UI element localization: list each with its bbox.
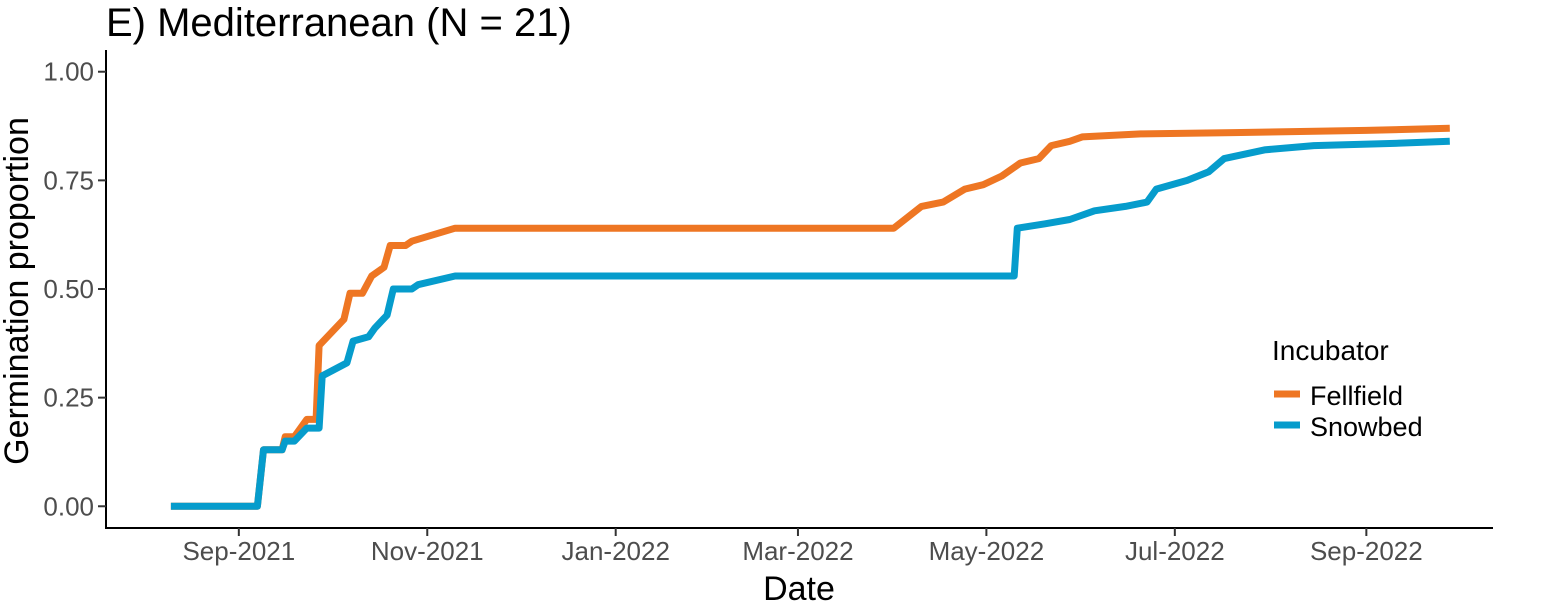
x-tick-label: Sep-2022 — [1310, 536, 1423, 566]
y-tick-label: 0.50 — [43, 274, 94, 304]
y-axis-title: Germination proportion — [0, 117, 36, 465]
legend-label-fellfield: Fellfield — [1310, 381, 1403, 411]
x-tick-label: Jul-2022 — [1125, 536, 1225, 566]
x-tick-label: Mar-2022 — [742, 536, 853, 566]
legend-label-snowbed: Snowbed — [1310, 412, 1423, 442]
series-line-snowbed — [170, 137, 1450, 510]
plot-area: 0.00 0.25 0.50 0.75 1.00 Sep-2021 Nov-2021 Jan… — [43, 50, 1493, 566]
y-tick-label: 0.25 — [43, 383, 94, 413]
series-layer — [170, 124, 1450, 510]
x-tick-label: Sep-2021 — [182, 536, 295, 566]
y-tick-label: 0.00 — [43, 491, 94, 521]
y-axis-ticks: 0.00 0.25 0.50 0.75 1.00 — [43, 57, 106, 521]
x-tick-label: Nov-2021 — [371, 536, 484, 566]
chart-title: E) Mediterranean (N = 21) — [106, 1, 572, 45]
x-axis-title: Date — [763, 570, 835, 608]
series-line-fellfield — [170, 124, 1450, 510]
x-tick-label: Jan-2022 — [561, 536, 669, 566]
legend-title: Incubator — [1272, 335, 1389, 366]
x-tick-label: May-2022 — [929, 536, 1045, 566]
x-axis-ticks: Sep-2021 Nov-2021 Jan-2022 Mar-2022 May-2022… — [182, 528, 1423, 566]
y-tick-label: 0.75 — [43, 165, 94, 195]
y-tick-label: 1.00 — [43, 57, 94, 87]
